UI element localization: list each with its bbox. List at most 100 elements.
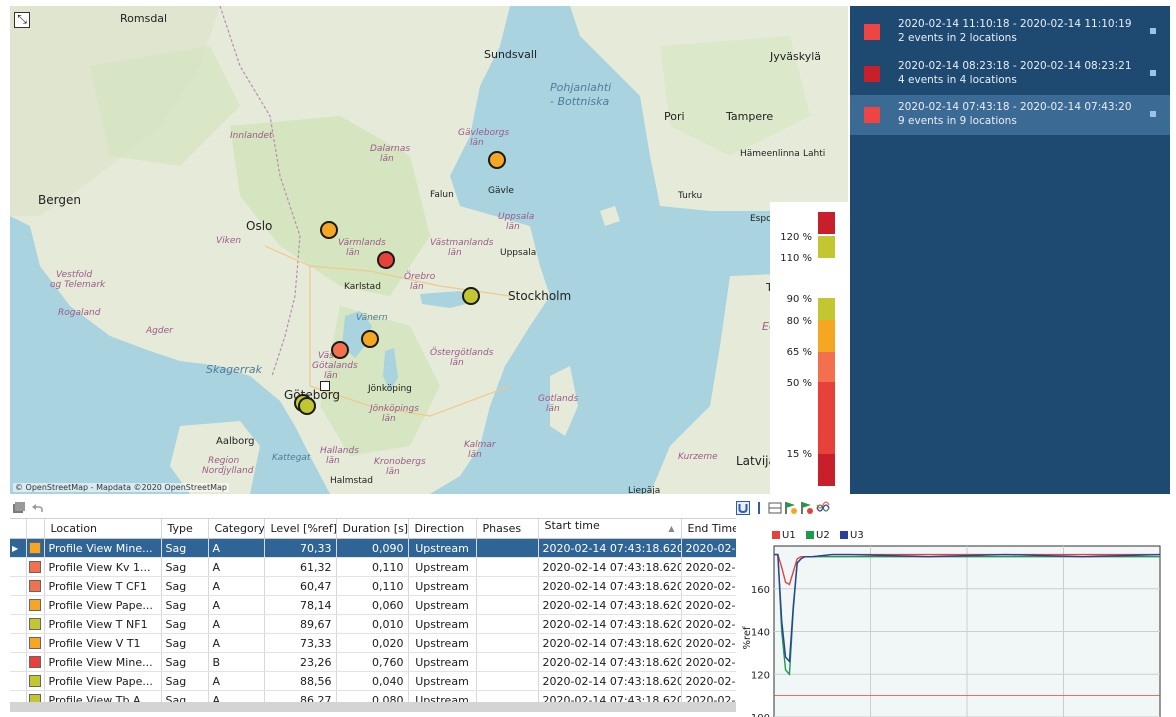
table-row[interactable]: Profile View Mine... Sag B 23,26 0,760 Upstre…: [10, 652, 736, 672]
table-row[interactable]: Profile View T NF1 Sag A 89,67 0,010 Upstream…: [10, 614, 736, 634]
waveform-icon[interactable]: [816, 501, 830, 515]
cell-end-time: 2020-02-1: [681, 633, 736, 653]
fullscreen-toggle-icon[interactable]: ⤡: [14, 12, 30, 28]
table-view-icon[interactable]: [768, 501, 782, 515]
cell-level: 78,14: [264, 595, 337, 615]
export-icon[interactable]: [12, 501, 26, 515]
map-marker-gavle[interactable]: [488, 151, 506, 169]
map-location-square[interactable]: [320, 381, 330, 391]
cell-level: 70,33: [264, 538, 337, 558]
horizontal-scrollbar[interactable]: [10, 702, 736, 712]
cell-type: Sag: [161, 557, 209, 577]
col-header-end-time[interactable]: End Time: [681, 519, 736, 539]
flag-marker-icon[interactable]: [800, 501, 814, 515]
flag-icon[interactable]: [784, 501, 798, 515]
cell-location: Profile View T NF1: [44, 614, 162, 634]
map-label-rogaland: Rogaland: [58, 308, 101, 318]
col-header-category[interactable]: Category: [208, 519, 265, 539]
event-group-item[interactable]: 2020-02-14 11:10:18 - 2020-02-14 11:10:1…: [850, 12, 1170, 52]
table-row[interactable]: Profile View Pape... Sag A 78,14 0,060 Upstre…: [10, 595, 736, 615]
waveform-chart[interactable]: U1 U2 U3 160 140 120 100 %ref: [738, 520, 1170, 717]
cell-type: Sag: [161, 614, 209, 634]
cell-direction: Upstream: [408, 671, 477, 691]
map-label-gavleborgs-lan: län: [470, 138, 484, 148]
cell-start-time: 2020-02-14 07:43:18.620000: [538, 595, 682, 615]
series-line-u3: [774, 553, 1161, 664]
map-view[interactable]: Romsdal Sundsvall Pohjanlahti - Bottnisk…: [10, 6, 848, 494]
row-color-swatch: [26, 614, 45, 634]
cell-start-time: 2020-02-14 07:43:18.620000: [538, 557, 682, 577]
map-marker-stockholm[interactable]: [462, 287, 480, 305]
event-group-item-selected[interactable]: 2020-02-14 07:43:18 - 2020-02-14 07:43:2…: [850, 95, 1170, 135]
event-expand-icon[interactable]: [1150, 28, 1156, 34]
col-header-direction[interactable]: Direction: [408, 519, 477, 539]
event-count: 9 events in 9 locations: [898, 115, 1017, 127]
event-group-item[interactable]: 2020-02-14 08:23:18 - 2020-02-14 08:23:2…: [850, 54, 1170, 94]
map-marker-goteborg-2[interactable]: [298, 397, 316, 415]
table-row[interactable]: Profile View Pape... Sag A 88,56 0,040 Upstre…: [10, 671, 736, 691]
severity-color-swatch: [29, 694, 41, 702]
cell-category: A: [208, 595, 265, 615]
map-label-vastmanlands-lan: län: [448, 248, 462, 258]
table-row[interactable]: Profile View T CF1 Sag A 60,47 0,110 Upstream…: [10, 576, 736, 596]
col-header-type[interactable]: Type: [161, 519, 209, 539]
undo-icon[interactable]: [30, 501, 44, 515]
map-label-nordjylland: Nordjylland: [202, 466, 254, 476]
table-row-selected[interactable]: ▶ Profile View Mine... Sag A 70,33 0,090 Upstr…: [10, 538, 736, 558]
cell-level: 73,33: [264, 633, 337, 653]
cell-direction: Upstream: [408, 538, 477, 558]
map-marker-varmland-north[interactable]: [320, 221, 338, 239]
cell-location: Profile View T CF1: [44, 576, 162, 596]
cell-direction: Upstream: [408, 690, 477, 702]
legend-band-65-80: [818, 320, 835, 352]
table-row[interactable]: Profile View V T1 Sag A 73,33 0,020 Upstream 2…: [10, 633, 736, 653]
map-label-gotalands: Götalands: [312, 361, 358, 371]
cell-phases: [476, 557, 539, 577]
cell-phases: [476, 595, 539, 615]
col-header-indicator: [10, 519, 27, 539]
cell-category: A: [208, 538, 265, 558]
table-row[interactable]: Profile View Kv 1... Sag A 61,32 0,110 Upstre…: [10, 557, 736, 577]
event-time-range: 2020-02-14 07:43:18 - 2020-02-14 07:43:2…: [898, 101, 1132, 113]
severity-color-swatch: [29, 637, 41, 649]
cell-duration: 0,080: [336, 690, 409, 702]
cell-end-time: 2020-02-1: [681, 652, 736, 672]
row-color-swatch: [26, 595, 45, 615]
map-label-varmlands: Värmlands: [338, 238, 386, 248]
cell-phases: [476, 538, 539, 558]
col-header-location[interactable]: Location: [44, 519, 162, 539]
map-label-sundsvall: Sundsvall: [484, 48, 538, 61]
map-marker-vastra[interactable]: [331, 341, 349, 359]
series-line-u1: [774, 553, 1160, 586]
col-header-phases[interactable]: Phases: [476, 519, 539, 539]
col-header-duration[interactable]: Duration [s]: [336, 519, 409, 539]
map-label-halmstad: Halmstad: [330, 476, 373, 486]
event-count: 4 events in 4 locations: [898, 74, 1017, 86]
row-indicator: [10, 690, 27, 702]
map-label-kalmar-lan: län: [468, 450, 482, 460]
row-indicator: [10, 576, 27, 596]
chart-plot: 160 140 120 100 %ref: [742, 545, 1161, 717]
legend-tick-80: 80 %: [786, 316, 812, 327]
cell-end-time: 2020-02-1: [681, 538, 736, 558]
col-header-level[interactable]: Level [%ref]: [264, 519, 337, 539]
event-expand-icon[interactable]: [1150, 111, 1156, 117]
row-indicator: [10, 595, 27, 615]
map-label-gavleborgs: Gävleborgs: [458, 128, 510, 138]
cell-direction: Upstream: [408, 614, 477, 634]
cell-start-time: 2020-02-14 07:43:18.620000: [538, 614, 682, 634]
cell-location: Profile View Pape...: [44, 671, 162, 691]
magnet-icon[interactable]: [736, 501, 750, 515]
map-marker-orebro[interactable]: [377, 251, 395, 269]
cell-type: Sag: [161, 690, 209, 702]
cell-level: 89,67: [264, 614, 337, 634]
map-marker-vanern[interactable]: [361, 330, 379, 348]
event-expand-icon[interactable]: [1150, 70, 1156, 76]
legend-swatch: [772, 531, 780, 539]
cell-category: A: [208, 633, 265, 653]
table-row[interactable]: Profile View Tb A... Sag A 86,27 0,080 Upstre…: [10, 690, 736, 702]
legend-band-110-120: [818, 236, 835, 258]
cell-type: Sag: [161, 538, 209, 558]
col-header-start-time[interactable]: Start time ▲: [538, 519, 682, 539]
event-severity-swatch: [864, 24, 880, 40]
